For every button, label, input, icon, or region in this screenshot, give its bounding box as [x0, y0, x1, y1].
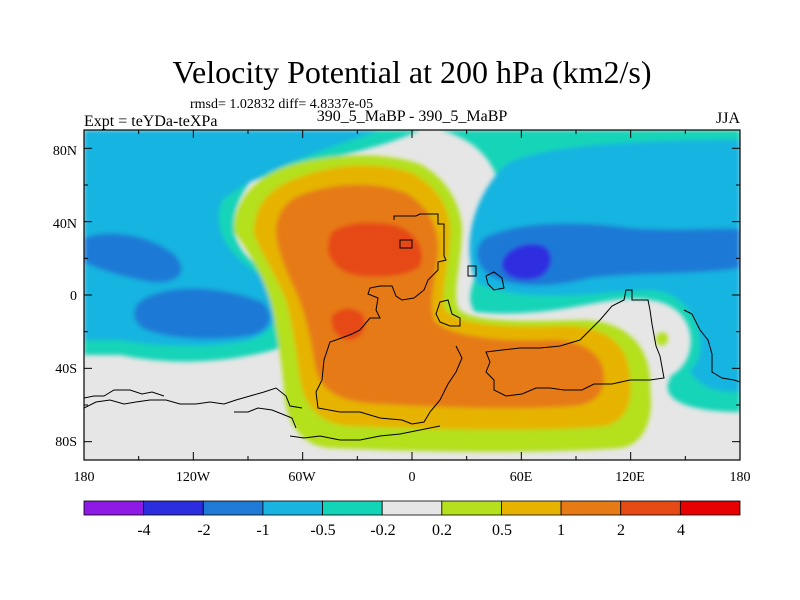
contour-field [84, 130, 740, 460]
coastline-north [315, 213, 463, 425]
coastline-south-east [435, 299, 461, 327]
x-tick-label: 60E [510, 470, 533, 485]
y-tick-label: 40N [53, 217, 77, 232]
x-tick-label: 180 [74, 470, 95, 485]
x-tick-label: 120W [176, 470, 211, 485]
y-tick-label: 80N [53, 144, 77, 159]
coastline-pacific [683, 309, 740, 383]
contour-neg-2-east [501, 243, 552, 281]
coastline-continent-east [485, 289, 665, 397]
colorbar-swatch [322, 500, 383, 516]
colorbar-swatch [143, 500, 204, 516]
experiment-label: Expt = teYDa-teXPa [84, 113, 217, 130]
contour-neg-1-west [84, 233, 182, 283]
colorbar-swatch [501, 500, 562, 516]
x-tick-label: 60W [288, 470, 316, 485]
y-tick-label: 80S [55, 435, 77, 450]
colorbar-label: 0.5 [492, 522, 512, 539]
coastline-east [485, 271, 505, 291]
coastline-antarctic-edge [289, 425, 441, 441]
colorbar-label: 1 [557, 522, 565, 539]
colorbar-label: -2 [197, 522, 210, 539]
colorbar [83, 500, 741, 516]
colorbar-swatch [83, 500, 145, 516]
colorbar-swatch [620, 500, 681, 516]
y-tick-label: 0 [70, 289, 77, 304]
contour-pos-2-north [328, 222, 422, 277]
colorbar-label: 0.2 [432, 522, 452, 539]
coastline-antarctic-step [234, 407, 297, 429]
coastlines [84, 213, 740, 441]
colorbar-swatch [202, 500, 264, 516]
colorbar-swatch [679, 500, 741, 516]
colorbar-labels: -4 -2 -1 -0.5 -0.2 0.2 0.5 1 2 4 [137, 522, 685, 539]
season-label: JJA [716, 110, 740, 127]
colorbar-swatch [560, 500, 622, 516]
colorbar-label: 4 [677, 522, 685, 539]
y-tick-label: 40S [55, 362, 77, 377]
colorbar-label: -4 [137, 522, 150, 539]
coastline-antarctic [84, 389, 165, 399]
colorbar-label: -0.5 [310, 522, 335, 539]
x-tick-label: 180 [730, 470, 751, 485]
colorbar-swatch [262, 500, 323, 516]
contour-pos-05-pacific [656, 332, 668, 346]
y-tick-labels: 80N 40N 0 40S 80S [53, 144, 77, 450]
axis-ticks [83, 130, 741, 460]
contour-neg-05-west [84, 130, 380, 346]
coastline-island-a [399, 239, 413, 249]
colorbar-label: -0.2 [370, 522, 395, 539]
chart-title: Velocity Potential at 200 hPa (km2/s) [172, 54, 651, 90]
case-label: 390_5_MaBP - 390_5_MaBP [317, 108, 508, 125]
coastline-southwest [84, 387, 303, 409]
colorbar-swatch [381, 500, 443, 516]
colorbar-swatch [441, 500, 502, 516]
contour-neg-1-southwest [134, 288, 271, 339]
x-tick-label: 120E [615, 470, 645, 485]
colorbar-label: 2 [617, 522, 625, 539]
colorbar-label: -1 [256, 522, 269, 539]
x-tick-labels: 180 120W 60W 0 60E 120E 180 [74, 470, 751, 485]
x-tick-label: 0 [409, 470, 416, 485]
stats-label: rmsd= 1.02832 diff= 4.8337e-05 [190, 97, 373, 112]
coastline-island-b [467, 265, 477, 277]
